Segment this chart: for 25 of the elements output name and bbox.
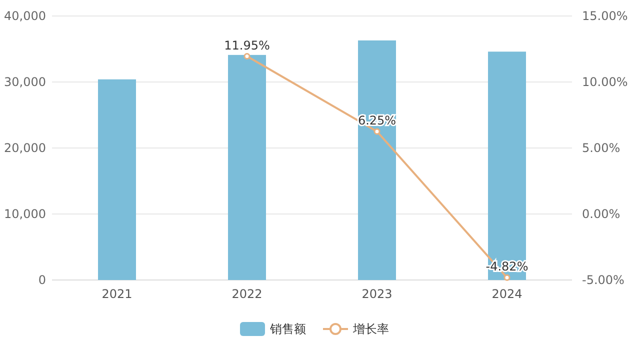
y-tick-label: 40,000 <box>4 9 46 24</box>
bar <box>228 54 266 280</box>
x-tick-label: 2022 <box>232 287 262 301</box>
y-tick-label: 10,000 <box>4 207 46 222</box>
y-tick-label: 20,000 <box>4 141 46 156</box>
point <box>244 53 250 60</box>
legend-label: 销售额 <box>269 322 306 336</box>
bar <box>358 40 396 280</box>
bar <box>98 79 136 280</box>
point <box>504 274 510 281</box>
x-tick-label: 2021 <box>102 287 132 301</box>
data-label: 11.95% <box>224 38 270 52</box>
bar <box>488 52 526 280</box>
y2-tick-label: 0.00% <box>582 207 620 222</box>
y-tick-label: 30,000 <box>4 75 46 90</box>
y2-tick-label: 15.00% <box>582 9 628 24</box>
point <box>374 128 380 135</box>
y2-tick-label: 5.00% <box>582 141 620 156</box>
x-tick-label: 2023 <box>362 287 392 301</box>
data-label: 6.25% <box>358 114 396 128</box>
x-tick-label: 2024 <box>492 287 522 301</box>
y2-tick-label: -5.00% <box>582 273 624 288</box>
y-tick-label: 0 <box>38 273 46 288</box>
y2-tick-label: 10.00% <box>582 75 628 90</box>
legend-label: 增长率 <box>352 322 389 336</box>
